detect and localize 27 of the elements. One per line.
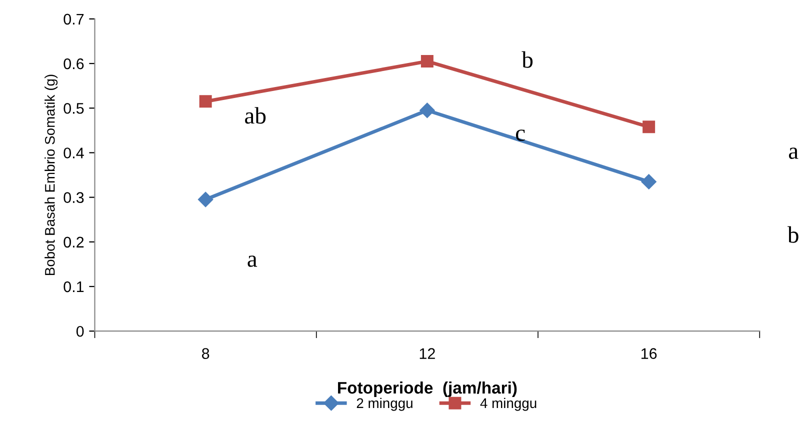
point <box>420 102 435 118</box>
point <box>642 120 656 134</box>
y-axis-title: Bobot Basah Embrio Somatik (g) <box>44 74 58 275</box>
legend-label: 2 minggu <box>356 398 412 411</box>
y-tick-label: 0.3 <box>64 192 84 203</box>
point <box>198 192 214 208</box>
annotation: b <box>522 51 533 68</box>
point <box>420 55 434 68</box>
point <box>641 174 656 190</box>
legend-label: 4 minggu <box>480 398 536 411</box>
y-tick-label: 0.5 <box>64 102 84 114</box>
x-tick-label: 8 <box>202 348 210 359</box>
text: b <box>787 226 798 243</box>
y-tick-label: 0.2 <box>64 236 84 248</box>
x-tick-label: 16 <box>641 348 657 359</box>
x-axis-title: Fotoperiode (jam/hari) <box>338 381 517 397</box>
y-tick-label: 0.1 <box>64 281 84 292</box>
y-tick-label: 0.7 <box>64 14 84 25</box>
y-tick-label: 0.4 <box>64 148 84 158</box>
annotation: ab <box>245 107 266 124</box>
text: a <box>788 148 798 159</box>
annotation: a <box>248 256 258 267</box>
point <box>199 95 212 108</box>
y-tick-label: 0 <box>76 326 84 337</box>
x-tick-label: 12 <box>420 348 435 359</box>
annotation: c <box>516 130 525 141</box>
y-tick-label: 0.6 <box>64 58 84 70</box>
